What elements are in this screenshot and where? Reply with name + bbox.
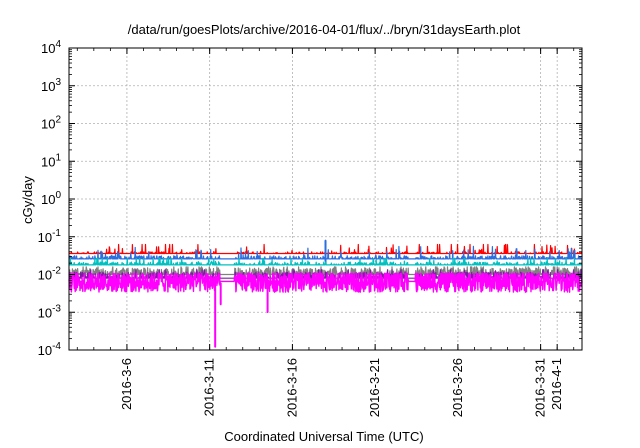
y-tick-label: 10-4	[38, 341, 62, 358]
x-tick-label: 2016-3-16	[284, 358, 299, 417]
y-tick-label-base: 10	[41, 192, 55, 207]
y-tick-label: 10-2	[38, 266, 62, 283]
y-tick-label: 10-3	[38, 303, 62, 320]
y-tick-label-base: 10	[41, 79, 55, 94]
axis-ticks	[69, 47, 582, 351]
y-tick-label: 103	[41, 77, 61, 94]
y-tick-label-base: 10	[38, 268, 52, 283]
y-tick-label: 10-1	[38, 228, 62, 245]
data-point	[219, 303, 222, 306]
data-point	[266, 311, 269, 314]
y-tick-label-exponent: -2	[52, 266, 61, 277]
y-tick-label-exponent: 1	[55, 152, 61, 163]
y-tick-label-exponent: 2	[55, 115, 61, 126]
data-point	[324, 239, 327, 242]
y-tick-label: 102	[41, 115, 61, 132]
y-tick-label-base: 10	[41, 41, 55, 56]
y-tick-label-base: 10	[41, 117, 55, 132]
plot-series	[68, 239, 583, 348]
series-line	[68, 272, 583, 293]
x-tick-label: 2016-3-26	[450, 358, 465, 417]
x-tick-label: 2016-4-1	[549, 358, 564, 410]
x-tick-label: 2016-3-6	[119, 358, 134, 410]
x-axis-label: Coordinated Universal Time (UTC)	[224, 429, 423, 444]
y-tick-label-exponent: -1	[52, 228, 61, 239]
y-axis-label: cGy/day	[20, 176, 35, 224]
y-tick-label: 100	[41, 190, 61, 207]
x-tick-label: 2016-3-31	[533, 358, 548, 417]
y-tick-label-exponent: 3	[55, 77, 61, 88]
y-tick-label-exponent: 0	[55, 190, 61, 201]
y-tick-label: 101	[41, 152, 61, 169]
x-tick-label: 2016-3-21	[367, 358, 382, 417]
y-tick-label-base: 10	[38, 305, 52, 320]
y-tick-label-base: 10	[41, 154, 55, 169]
chart-title: /data/run/goesPlots/archive/2016-04-01/f…	[128, 22, 521, 37]
y-tick-label-exponent: -3	[52, 303, 61, 314]
y-tick-label: 104	[41, 39, 61, 56]
y-tick-label-base: 10	[38, 343, 52, 358]
data-point	[214, 346, 216, 348]
y-tick-label-exponent: 4	[55, 39, 61, 50]
y-tick-label-exponent: -4	[52, 341, 61, 352]
x-tick-label: 2016-3-11	[202, 358, 217, 416]
y-tick-label-base: 10	[38, 230, 52, 245]
series-line	[68, 257, 583, 266]
